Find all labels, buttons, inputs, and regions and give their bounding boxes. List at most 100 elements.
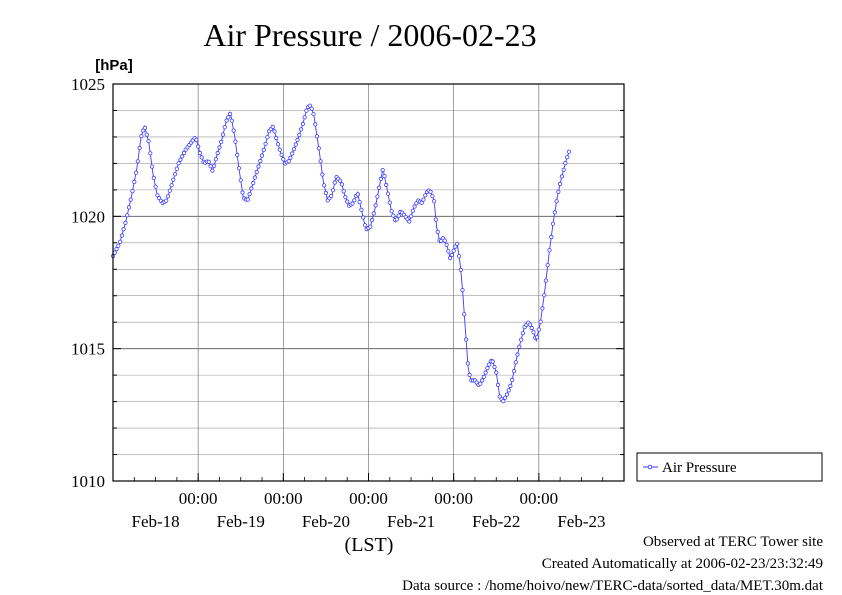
data-point [394,217,399,222]
x-tick-date-label: Feb-23 [557,512,605,531]
data-point [529,325,534,331]
data-point [563,161,568,166]
data-point [547,248,552,253]
data-point [323,190,328,196]
data-point [112,250,117,255]
data-point [495,382,501,387]
data-point [345,199,350,204]
data-point [181,150,187,155]
data-point [536,327,541,332]
data-point [212,163,217,168]
x-tick-time-label: 00:00 [434,489,473,508]
data-point [298,127,304,132]
data-point [196,144,201,149]
data-point [465,361,470,366]
data-point [534,335,540,340]
data-point [219,139,224,144]
data-point [213,157,218,162]
data-point [332,180,337,185]
data-point [540,306,545,311]
data-point [321,183,327,188]
data-point [423,193,428,198]
data-point [144,132,149,137]
data-point [210,168,215,173]
data-point [369,217,375,223]
data-point [520,330,526,336]
data-point [231,128,236,133]
data-point [467,372,472,377]
y-axis: 1010 1015 1020 1025 [71,75,624,491]
data-point [385,191,391,196]
data-point [458,267,463,272]
data-point [549,234,554,240]
data-point [378,176,383,181]
data-point [380,168,385,173]
data-point [135,159,140,164]
y-tick-label: 1020 [71,207,105,226]
data-point [295,137,300,142]
data-point [375,194,380,199]
data-point [419,200,424,205]
data-point [119,233,125,238]
data-point [456,254,462,259]
data-point [430,194,435,199]
data-point [359,207,364,212]
data-point [554,199,559,204]
data-point [545,262,550,268]
data-point [511,368,517,374]
data-point [288,155,293,160]
data-point [263,141,268,146]
data-point [240,190,245,195]
data-point [513,360,518,365]
data-point [384,182,389,187]
data-point [314,134,320,139]
data-point [297,132,302,137]
data-point [431,199,437,204]
y-tick-label: 1010 [71,472,105,491]
data-point [173,172,178,177]
data-point [151,175,156,180]
data-point [171,177,176,182]
data-point [455,241,460,246]
data-point [478,381,483,386]
data-point [226,115,231,120]
data-point [494,370,499,375]
data-point [157,195,162,201]
data-point [304,108,309,113]
data-point [460,287,465,293]
series-air-pressure [110,103,572,404]
data-point [361,215,366,220]
data-point [341,189,346,194]
x-tick-time-label: 00:00 [179,489,218,508]
data-point [275,142,281,147]
x-tick-date-label: Feb-18 [131,512,179,531]
data-point [542,293,547,298]
data-point [518,337,524,342]
data-point [222,125,227,130]
data-point [309,106,314,111]
data-point [272,129,277,134]
data-point [485,365,490,371]
data-point [391,213,396,218]
data-point [149,164,155,169]
data-point [350,201,355,206]
data-point [337,178,343,183]
data-point [561,167,566,172]
data-point [433,217,438,222]
data-point [121,227,126,232]
data-point [180,154,185,159]
footer-data-source: Data source : /home/hoivo/new/TERC-data/… [402,578,823,594]
y-tick-label: 1015 [71,340,105,359]
data-point [510,377,515,382]
data-point [251,180,256,186]
data-point [302,115,307,120]
data-point [368,224,373,229]
data-point [329,193,334,199]
data-point [552,210,557,215]
data-point [174,166,179,171]
data-point [515,352,520,357]
data-point [169,183,174,188]
data-point [559,174,565,179]
data-point [407,219,412,224]
